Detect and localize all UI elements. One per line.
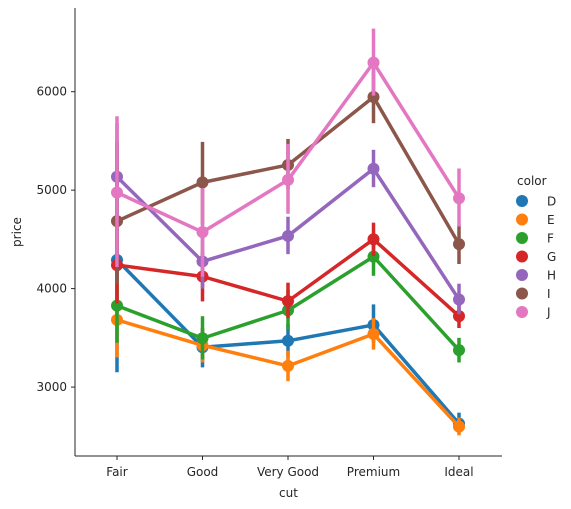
legend-label: G [547,250,556,264]
legend-marker [516,195,528,207]
data-point [196,226,209,239]
data-point [453,344,465,357]
x-axis-title: cut [279,486,298,500]
y-tick-label: 3000 [36,380,67,394]
legend-label: I [547,287,551,301]
y-tick-label: 6000 [36,85,67,99]
data-point [453,310,465,323]
legend-marker [516,287,528,300]
legend-item-F: F [516,232,554,246]
legend-item-J: J [516,306,551,320]
data-point [282,334,294,347]
data-point [367,162,380,175]
data-point [196,332,209,345]
x-ticks: Fair Good Very Good Premium Ideal [106,456,474,479]
legend-label: E [547,213,555,227]
plot-area [111,28,465,436]
legend-item-G: G [516,250,556,264]
y-axis-title: price [10,217,24,247]
legend-marker [516,213,528,226]
legend-item-D: D [516,195,556,209]
legend-marker [516,250,528,263]
data-point [453,238,465,251]
legend-marker [516,232,528,244]
legend-title: color [517,174,547,188]
legend-label: J [546,306,551,320]
legend-item-E: E [516,213,555,227]
x-tick-label: Very Good [257,465,319,479]
legend-marker [516,306,528,318]
y-ticks: 3000 4000 5000 6000 [36,85,75,394]
axes: 3000 4000 5000 6000 Fair Good Very Good Premiu… [36,8,502,479]
y-tick-label: 4000 [36,282,67,296]
y-tick-label: 5000 [36,183,67,197]
legend-label: D [547,195,556,209]
data-point [282,229,294,242]
x-tick-label: Ideal [444,465,473,479]
data-point [282,295,294,308]
data-point [111,299,123,312]
legend-marker [516,269,528,281]
series-J [111,28,465,277]
legend-label: H [547,269,556,283]
data-point [111,186,123,199]
legend-label: F [547,232,554,246]
data-point [367,250,380,263]
x-tick-label: Good [187,465,219,479]
x-tick-label: Fair [106,465,127,479]
data-point [196,176,209,189]
data-point [367,56,380,69]
data-point [367,328,380,341]
data-point [453,192,465,205]
data-point [367,233,380,246]
legend-item-I: I [516,287,551,301]
data-point [453,420,465,433]
x-tick-label: Premium [347,465,400,479]
data-point [367,91,380,104]
data-point [282,173,294,186]
legend-item-H: H [516,269,556,283]
data-point [282,359,294,372]
data-point [453,293,465,306]
